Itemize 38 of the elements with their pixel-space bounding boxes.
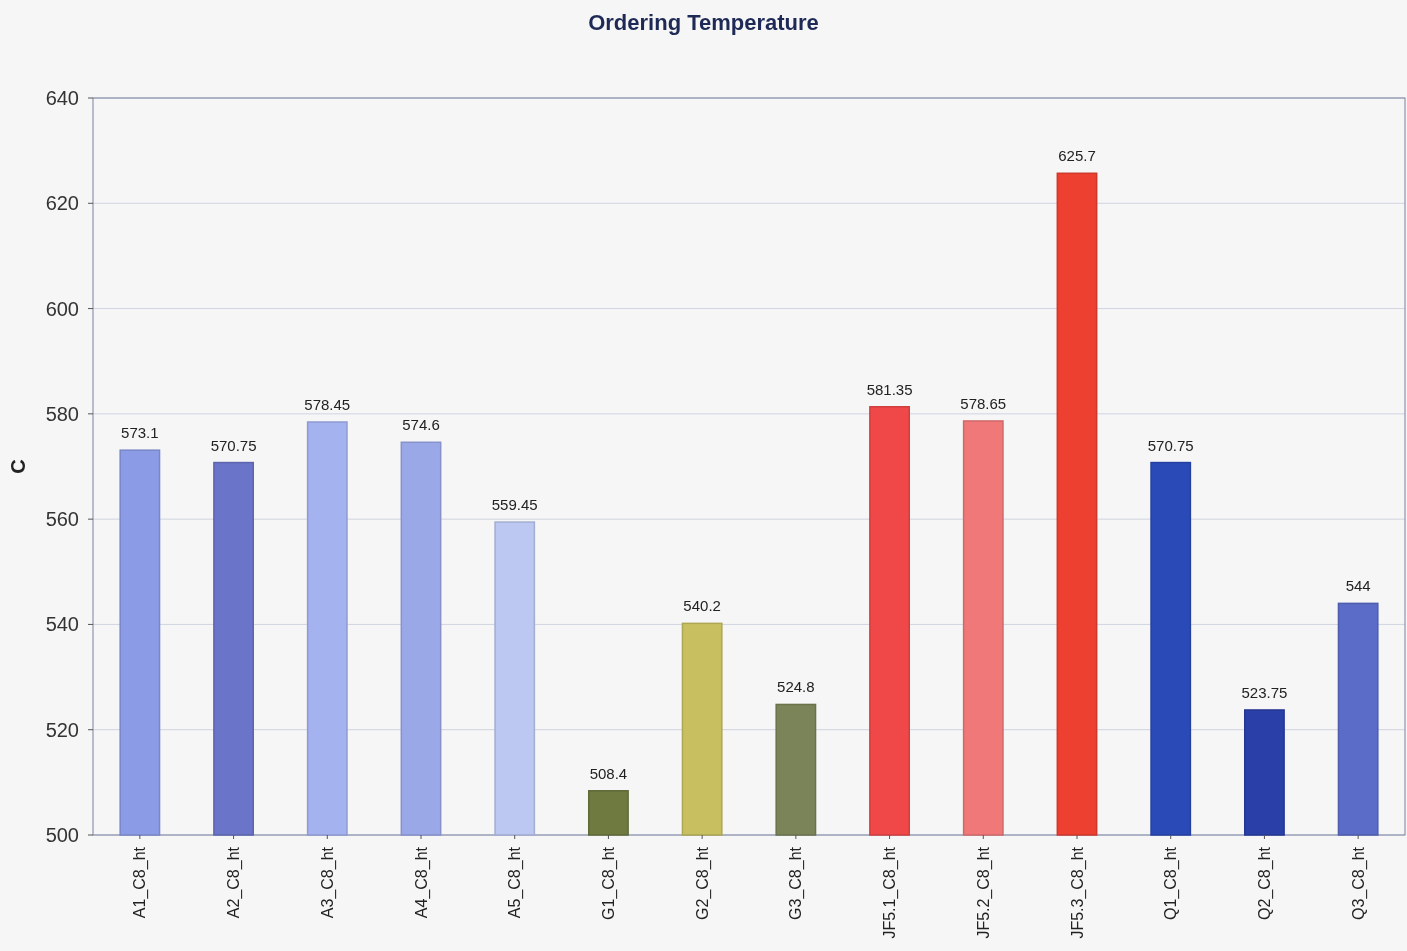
x-tick-label: A1_C8_ht [131, 846, 150, 919]
y-tick-label: 540 [45, 613, 79, 636]
y-axis-title: C [7, 459, 29, 474]
data-label: 559.45 [491, 496, 538, 514]
x-tick-label: Q3_C8_ht [1349, 846, 1368, 920]
x-tick-label: G1_C8_ht [600, 846, 619, 920]
x-tick-label: A5_C8_ht [506, 846, 525, 919]
chart-title: Ordering Temperature [588, 10, 819, 35]
data-label: 574.6 [402, 416, 440, 434]
data-label: 581.35 [866, 380, 913, 398]
y-tick-label: 640 [45, 87, 79, 109]
x-tick-label: JF5.3_C8_ht [1068, 846, 1087, 939]
x-tick-label: A3_C8_ht [318, 846, 337, 919]
x-tick-label: JF5.1_C8_ht [881, 846, 900, 939]
y-tick-label: 500 [45, 824, 79, 846]
y-tick-label: 600 [45, 297, 79, 320]
data-label: 508.4 [589, 764, 628, 782]
x-tick-label: G3_C8_ht [787, 846, 806, 920]
x-tick-label: G2_C8_ht [693, 846, 712, 920]
x-tick-label: Q2_C8_ht [1256, 846, 1275, 920]
data-label: 578.65 [960, 394, 1007, 412]
data-label: 570.75 [1147, 436, 1194, 454]
x-tick-label: A2_C8_ht [225, 846, 244, 919]
y-tick-label: 620 [45, 192, 79, 215]
data-label: 540.2 [683, 597, 721, 615]
y-tick-label: 520 [45, 718, 79, 741]
x-tick-label: JF5.2_C8_ht [974, 846, 993, 939]
x-tick-label: A4_C8_ht [412, 846, 431, 919]
y-tick-label: 560 [45, 508, 79, 531]
data-label: 523.75 [1241, 683, 1288, 701]
y-tick-label: 580 [45, 402, 79, 425]
data-label: 524.8 [777, 678, 815, 696]
x-tick-label: Q1_C8_ht [1162, 846, 1181, 920]
data-label: 570.75 [210, 436, 257, 454]
data-label: 578.45 [304, 396, 351, 414]
data-label: 544 [1345, 577, 1371, 595]
data-label: 573.1 [121, 424, 159, 442]
data-label: 625.7 [1058, 147, 1096, 165]
